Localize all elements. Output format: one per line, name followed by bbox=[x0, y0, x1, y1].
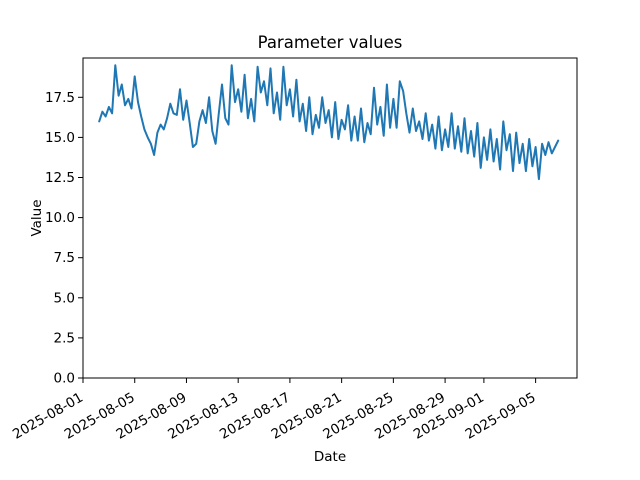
x-axis-ticks: 2025-08-012025-08-052025-08-092025-08-13… bbox=[10, 378, 539, 443]
chart-title: Parameter values bbox=[258, 33, 403, 52]
y-tick-label: 2.5 bbox=[54, 330, 75, 346]
y-tick-label: 0.0 bbox=[54, 371, 75, 387]
y-tick-label: 12.5 bbox=[45, 170, 75, 186]
data-series bbox=[98, 64, 560, 181]
y-tick-label: 10.0 bbox=[45, 210, 75, 226]
y-axis-label: Value bbox=[29, 199, 45, 236]
y-tick-label: 15.0 bbox=[45, 130, 75, 146]
data-line bbox=[98, 64, 560, 181]
y-tick-label: 5.0 bbox=[54, 290, 75, 306]
axes-box bbox=[82, 57, 578, 379]
y-tick-label: 17.5 bbox=[45, 90, 75, 106]
x-axis-label: Date bbox=[314, 449, 346, 465]
y-tick-label: 7.5 bbox=[54, 250, 75, 266]
y-axis-ticks: 0.0 2.5 5.0 7.5 10.0 12.5 15.0 17.5 bbox=[45, 90, 83, 387]
